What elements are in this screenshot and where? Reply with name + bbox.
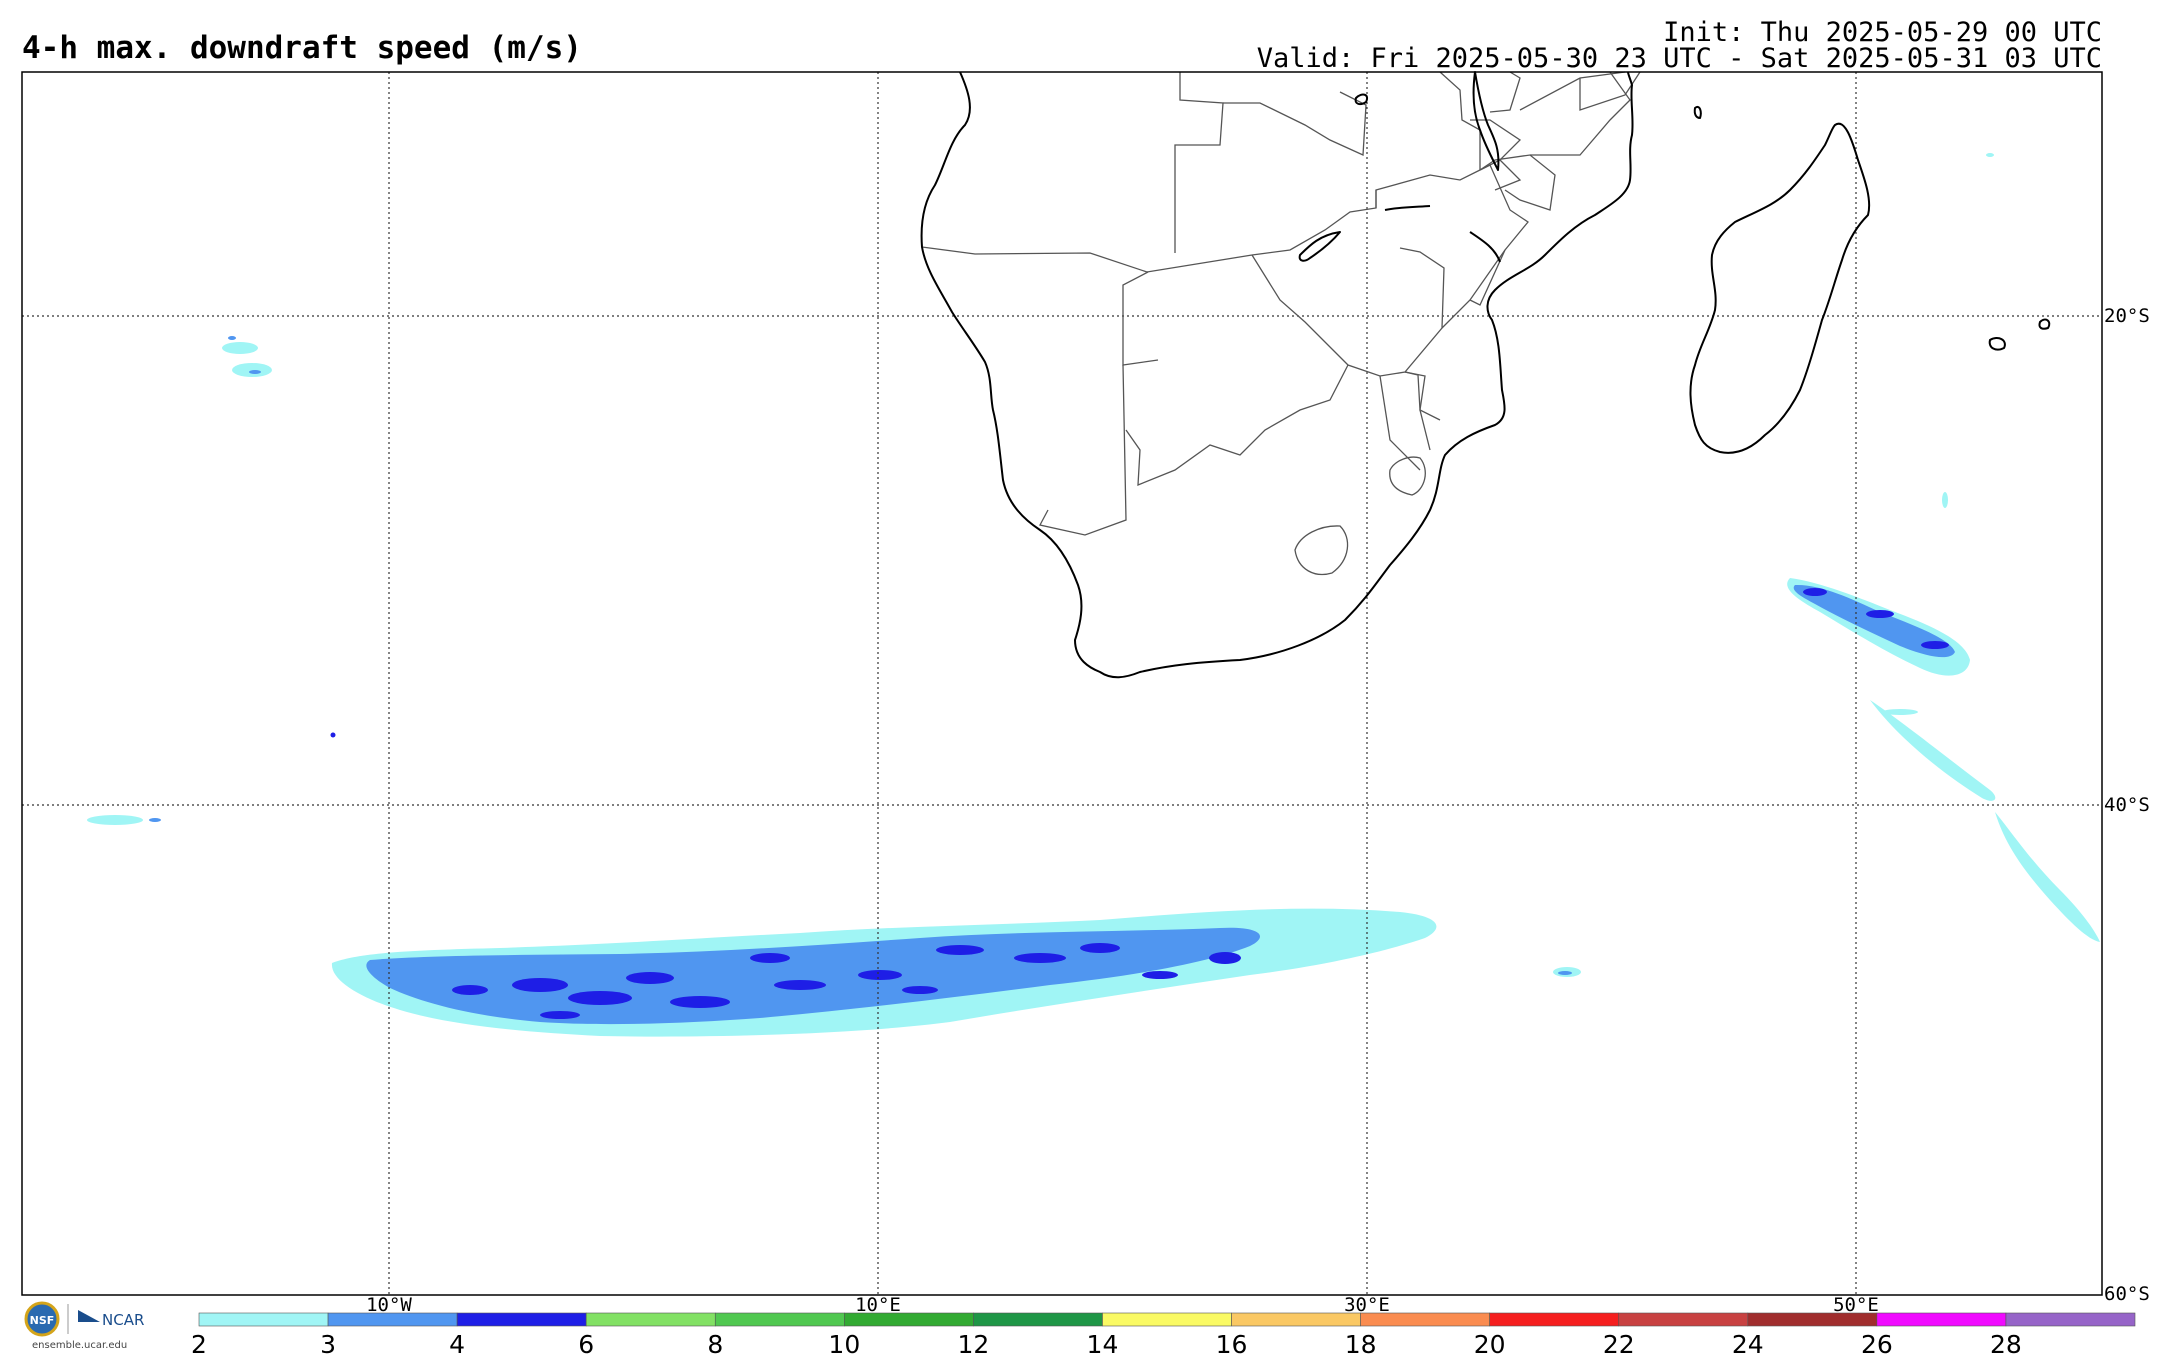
ncar-text: NCAR [102,1311,144,1329]
colorbar-swatch [585,1312,716,1327]
colorbar-tick-label: 2 [191,1330,207,1359]
colorbar-tick-label: 26 [1860,1330,1893,1359]
valid-time: Valid: Fri 2025-05-30 23 UTC - Sat 2025-… [1256,43,2102,74]
time-info: Init: Thu 2025-05-29 00 UTC Valid: Fri 2… [1256,17,2102,74]
shading-small-patches [87,153,1994,977]
graticule [22,72,2102,1295]
colorbar-swatch [198,1312,329,1327]
coastlines [920,71,2051,679]
colorbar-swatch [1489,1312,1620,1327]
colorbar-swatch [456,1312,587,1327]
lon-label-50e: 50°E [1833,1294,1879,1316]
lon-label-10w: 10°W [366,1294,412,1316]
colorbar-swatch [973,1312,1103,1327]
reunion-island [1988,337,2006,351]
longitude-labels: 10°W 10°E 30°E 50°E [366,1294,1879,1316]
shading-east-dark [1803,588,1949,649]
latitude-labels: 20°S 40°S 60°S [2104,305,2150,1305]
lon-label-10e: 10°E [855,1294,901,1316]
lake-malawi [1472,71,1500,171]
init-time: Init: Thu 2025-05-29 00 UTC [1663,17,2102,48]
africa-coastline [920,71,1634,679]
lat-label-20s: 20°S [2104,305,2150,327]
colorbar-swatch [1876,1312,2007,1327]
colorbar-tick-label: 16 [1215,1330,1248,1359]
colorbar-swatch [714,1312,845,1327]
shading-southeast-streak [1995,812,2100,942]
colorbar-swatch [1360,1312,1490,1327]
mozambique-coast-piece [1469,231,1501,263]
colorbar-tick-label: 6 [578,1330,595,1359]
colorbar-swatch [1231,1312,1361,1327]
mauritius-island [2038,318,2051,330]
lake-kariba [1298,231,1341,262]
country-borders [921,71,1641,575]
colorbar-swatch [2005,1312,2136,1327]
nsf-seal-icon [24,1301,60,1337]
colorbar-tick-label: 12 [957,1330,990,1359]
ncar-logo: NSF NCAR [24,1301,144,1337]
comoros-island [1693,106,1702,119]
lon-label-30e: 30°E [1344,1294,1390,1316]
colorbar-swatch [1102,1312,1232,1327]
colorbar-tick-label: 20 [1473,1330,1506,1359]
shading-east-mid [1793,584,1955,658]
colorbar-tick-label: 4 [449,1330,466,1359]
colorbar-swatch [1747,1312,1878,1327]
colorbar-swatch [1618,1312,1749,1327]
colorbar-tick-label: 28 [1990,1330,2022,1359]
map-frame [21,71,2103,1296]
colorbar-tick-label: 8 [707,1330,724,1359]
madagascar-coastline [1689,122,1871,454]
colorbar-swatch [327,1312,458,1327]
ncar-mark-icon [78,1310,100,1322]
colorbar-tick-label: 10 [828,1330,861,1359]
shading-band-dark [452,943,1241,1019]
lat-label-40s: 40°S [2104,794,2150,816]
colorbar-tick-label: 3 [320,1330,337,1359]
ensemble-url: ensemble.ucar.edu [32,1340,128,1351]
downdraft-shading [87,153,2100,1037]
colorbar-tick-label: 24 [1731,1330,1764,1359]
lake-cahora-bassa [1384,205,1431,211]
shading-southeast-streak-2 [1870,700,1996,801]
colorbar-swatch [844,1312,974,1327]
lat-label-60s: 60°S [2104,1283,2150,1305]
colorbar-tick-label: 22 [1602,1330,1635,1359]
colorbar-tick-label: 14 [1086,1330,1119,1359]
map-title: 4-h max. downdraft speed (m/s) [22,30,582,66]
colorbar-tick-label: 18 [1344,1330,1377,1359]
colorbar [198,1312,2136,1327]
lake-victoria-fragment [1354,93,1368,106]
nsf-badge-text: NSF [30,1314,55,1327]
